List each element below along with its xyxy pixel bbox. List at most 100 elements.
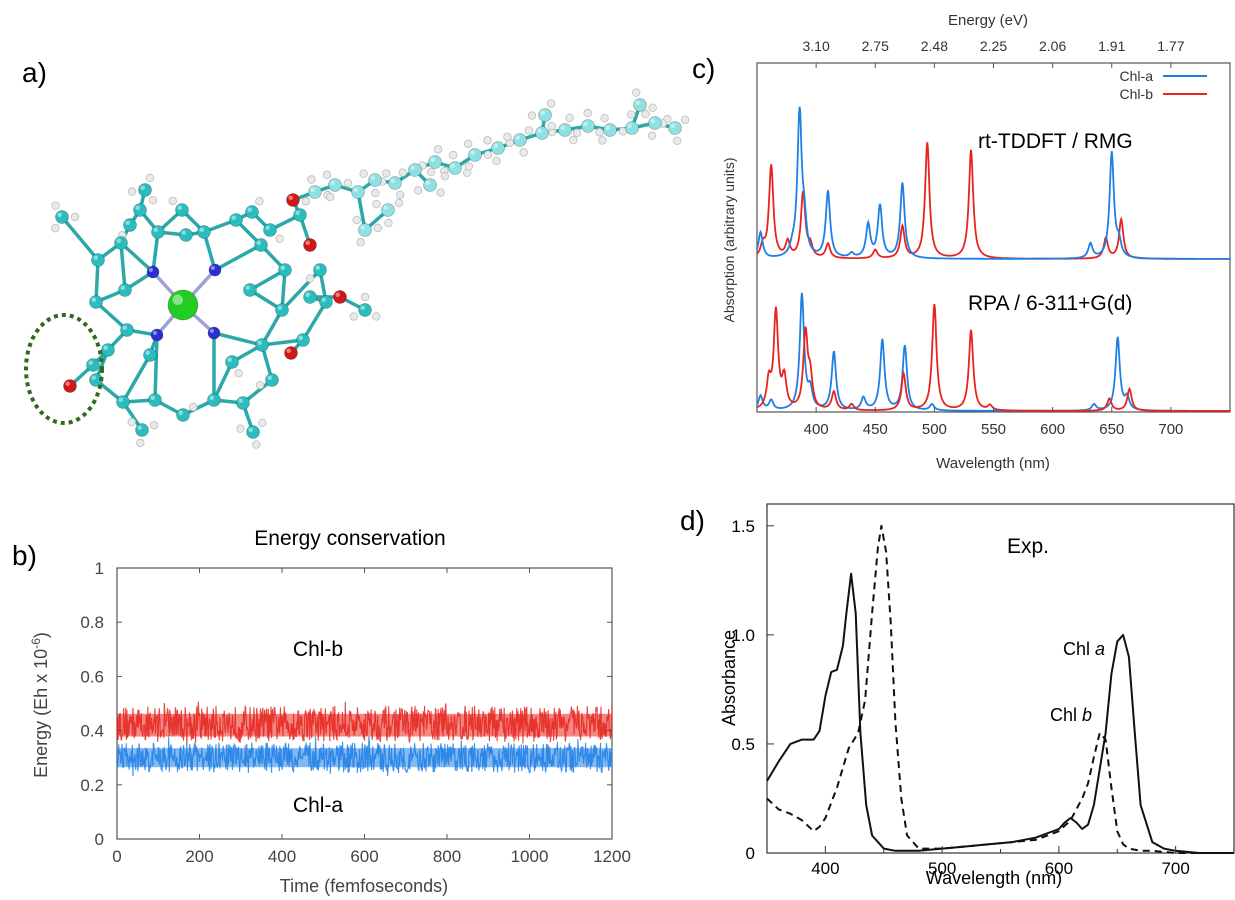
molecule-atom-h [626, 110, 636, 119]
atom-highlight [321, 297, 326, 302]
atom-highlight [199, 227, 205, 233]
atom-highlight [125, 220, 130, 226]
atom-highlight [148, 267, 153, 272]
panel-d-letter: d) [680, 505, 705, 536]
carbon-atom [648, 116, 662, 130]
molecule-atom-h [565, 113, 574, 123]
atom-highlight [140, 185, 146, 191]
panel-c: c) Energy (eV) 400 450 500 550 600 650 700 3.10… [692, 12, 1231, 472]
panel-d: d) 400 500 600 700 0 0.5 1.0 1.5 Exp. Wavelengt… [680, 503, 1235, 888]
molecule-atom-h [234, 368, 243, 378]
carbon-atom [535, 126, 549, 140]
molecule-atom-h [672, 136, 682, 146]
carbon-atom [368, 173, 382, 187]
molecule-bond [301, 300, 328, 342]
molecule-atom-h [600, 113, 609, 123]
chart-c-legend-chl-a: Chl-a [1120, 68, 1154, 84]
carbon-atom [558, 123, 572, 137]
oxygen-atom [333, 290, 347, 304]
atom-highlight [330, 180, 335, 186]
molecule-atom-h [569, 135, 578, 145]
molecule-atom-h [527, 111, 537, 120]
chart-c-top-axis-label: Energy (eV) [948, 12, 1028, 29]
atom-highlight [267, 375, 272, 380]
chart-b-xtick-label: 800 [433, 847, 461, 866]
molecule-bond [212, 331, 264, 347]
chart-c-xtick-label: 550 [981, 421, 1006, 438]
atom-highlight [88, 360, 93, 365]
carbon-atom [491, 141, 505, 155]
magnesium-atom [167, 289, 199, 321]
atom-highlight [305, 240, 310, 246]
atom-highlight [152, 330, 157, 335]
molecule-atom-h [680, 115, 690, 125]
molecule-atom-h [360, 292, 370, 302]
molecule-atom-h [572, 128, 582, 138]
carbon-atom [423, 178, 437, 192]
molecule-atom-h [492, 156, 501, 166]
molecule-atom-h [436, 188, 445, 197]
molecule-atom-h [381, 169, 391, 178]
panel-b-letter: b) [12, 540, 37, 571]
molecule-atom-h [426, 167, 436, 177]
atom-highlight [227, 357, 233, 362]
panel-a: a) [22, 57, 690, 449]
molecule-atom-h [398, 168, 407, 177]
chart-c-plot-area [756, 62, 1231, 413]
molecule-atom-h [373, 223, 383, 233]
atom-highlight [305, 292, 310, 297]
oxygen-atom [286, 193, 300, 207]
molecule-atoms [55, 98, 682, 439]
chart-d-xtick-label: 400 [811, 859, 839, 878]
panel-c-letter: c) [692, 53, 715, 84]
molecule-atom-h [127, 187, 137, 196]
carbon-atom [625, 121, 639, 135]
atom-highlight [238, 398, 244, 403]
chart-d-plot-area [766, 503, 1235, 854]
atom-highlight [493, 143, 498, 149]
molecule-atom-h [394, 198, 404, 208]
molecule-atom-h [325, 192, 335, 202]
atom-highlight [450, 163, 455, 169]
chart-c-xtick-label: 500 [922, 421, 947, 438]
oxygen-atom [284, 346, 298, 360]
carbon-atom [468, 148, 482, 162]
carbon-atom [225, 355, 239, 369]
chart-b-series-core-chl-a [117, 748, 612, 768]
atom-highlight [120, 285, 125, 290]
nitrogen-atom [207, 326, 221, 340]
carbon-atom [254, 238, 268, 252]
chart-d-annotation-chl-b: Chl b [1050, 705, 1092, 725]
chart-b-ytick-label: 0.8 [80, 613, 104, 632]
molecule-atom-h [483, 136, 492, 145]
atom-highlight [627, 123, 632, 128]
carbon-atom [513, 133, 527, 147]
molecule-atom-h [464, 162, 474, 171]
atom-highlight [280, 265, 285, 270]
atom-highlight [210, 265, 215, 270]
chart-c-top-tick-label: 2.48 [921, 38, 948, 54]
carbon-atom [263, 223, 277, 237]
chart-c-xlabel: Wavelength (nm) [936, 455, 1050, 472]
carbon-atom [303, 290, 317, 304]
atom-highlight [116, 238, 121, 244]
atom-highlight [256, 240, 261, 246]
chart-b-series [116, 701, 613, 777]
atom-highlight [286, 348, 291, 353]
carbon-atom [603, 123, 617, 137]
chart-c-top-tick-label: 1.77 [1157, 38, 1184, 54]
atom-highlight [430, 157, 435, 163]
chart-b-ytick-label: 0.6 [80, 667, 104, 686]
chart-b-title: Energy conservation [254, 527, 445, 550]
chart-d-xtick-label: 600 [1045, 859, 1073, 878]
chart-d-xlabel: Wavelength (nm) [926, 868, 1062, 888]
atom-highlight [137, 425, 143, 430]
molecule-atom-h [258, 418, 267, 428]
atom-highlight [231, 215, 237, 221]
molecule-atom-h [648, 103, 657, 113]
atom-highlight [93, 255, 98, 260]
chart-b-xtick-label: 0 [112, 847, 121, 866]
chart-c-series-chl-b-rt-tddft [756, 142, 1230, 260]
chart-d-ylabel: Absorbance [719, 630, 739, 726]
